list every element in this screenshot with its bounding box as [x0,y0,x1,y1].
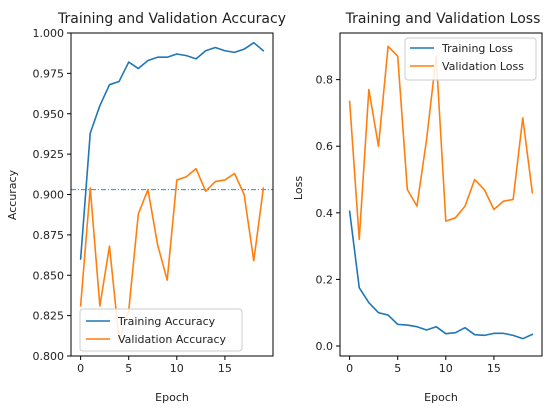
accuracy-axes-frame [70,32,274,357]
loss-chart: Training and Validation Loss 0.00.20.40.… [292,11,543,404]
accuracy-y-tick-label: 0.950 [33,108,65,121]
accuracy-y-tick-label: 0.875 [33,229,65,242]
accuracy-x-ticks: 0 5 10 15 [77,356,232,375]
loss-y-tick-label: 0.4 [316,207,334,220]
loss-axes-frame [339,32,543,357]
accuracy-y-ticks: 0.800 0.825 0.850 0.875 0.900 0.925 0.950 0.975… [33,27,71,363]
accuracy-chart: Training and Validation Accuracy 0.8000.… [6,11,286,404]
loss-y-ticks: 0.0 0.2 0.4 0.6 0.8 [316,74,340,353]
accuracy-y-tick-label: 0.800 [33,350,65,363]
loss-legend-box [404,37,537,81]
loss-y-tick-label: 0.0 [316,340,334,353]
accuracy-y-tick-label: 0.925 [33,148,65,161]
accuracy-y-tick-label: 0.900 [33,189,65,202]
accuracy-plot-area [70,32,274,357]
accuracy-validation-line [79,167,265,341]
accuracy-y-tick-label: 0.825 [33,310,65,323]
loss-x-tick-label: 10 [439,362,453,375]
loss-training-line [348,210,534,340]
loss-plot-area [339,32,543,357]
loss-y-axis-label: Loss [292,176,305,200]
loss-x-tick-label: 5 [394,362,401,375]
accuracy-y-tick-label: 0.850 [33,269,65,282]
accuracy-legend-label-training: Training Accuracy [117,315,216,328]
loss-series-group [348,45,534,340]
loss-legend-label-training: Training Loss [441,42,513,55]
loss-x-tick-label: 0 [346,362,353,375]
loss-x-ticks: 0 5 10 15 [346,356,501,375]
accuracy-chart-title: Training and Validation Accuracy [57,11,286,27]
accuracy-x-tick-label: 15 [218,362,232,375]
accuracy-x-tick-label: 10 [170,362,184,375]
accuracy-x-axis-label: Epoch [155,391,189,404]
accuracy-training-line [79,41,265,260]
accuracy-legend-label-validation: Validation Accuracy [118,333,227,346]
loss-legend: Training Loss Validation Loss [404,37,537,81]
loss-legend-label-validation: Validation Loss [442,60,524,73]
loss-y-tick-label: 0.2 [316,273,334,286]
accuracy-x-tick-label: 0 [77,362,84,375]
accuracy-legend: Training Accuracy Validation Accuracy [79,308,243,352]
loss-validation-line [348,45,534,241]
accuracy-series-group [71,41,273,341]
accuracy-legend-box [79,308,243,352]
accuracy-y-axis-label: Accuracy [6,169,19,220]
loss-x-tick-label: 15 [487,362,501,375]
accuracy-y-tick-label: 0.975 [33,67,65,80]
loss-x-axis-label: Epoch [424,391,458,404]
loss-y-tick-label: 0.6 [316,140,334,153]
loss-chart-title: Training and Validation Loss [345,11,541,27]
accuracy-x-tick-label: 5 [125,362,132,375]
accuracy-y-tick-label: 1.000 [33,27,65,40]
loss-y-tick-label: 0.8 [316,74,334,87]
